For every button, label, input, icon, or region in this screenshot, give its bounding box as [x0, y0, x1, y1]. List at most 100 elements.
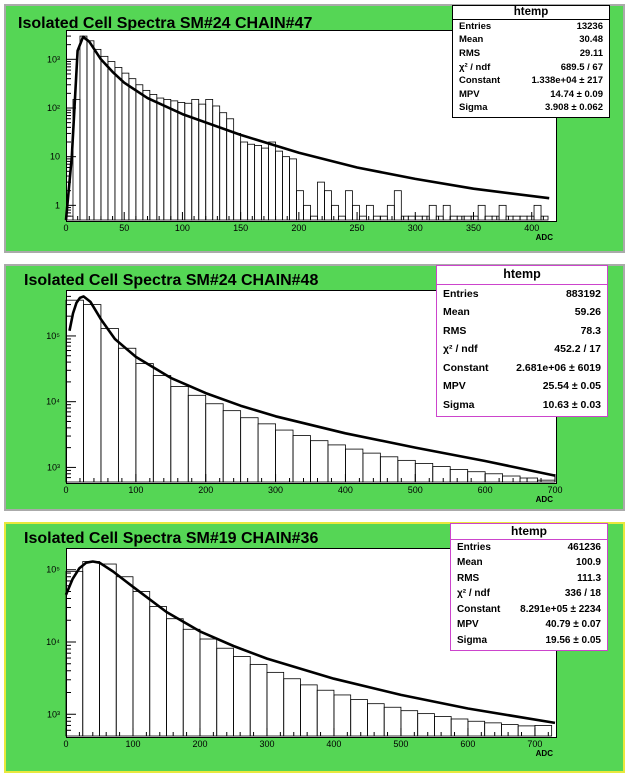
- histogram-bin: [498, 204, 507, 221]
- histogram-bin: [519, 477, 538, 483]
- stats-label: MPV: [457, 619, 479, 630]
- histogram-bin: [233, 656, 251, 737]
- x-tick-label: 0: [63, 223, 68, 233]
- histogram-bin: [310, 440, 329, 483]
- x-tick-label: 400: [524, 223, 539, 233]
- histogram-bin: [170, 386, 189, 483]
- histogram-bin: [386, 204, 395, 221]
- histogram-bin: [310, 215, 318, 221]
- stats-label: χ² / ndf: [443, 343, 478, 355]
- x-axis-label: ADC: [536, 749, 554, 758]
- histogram-bin: [362, 452, 381, 483]
- stats-value: 883192: [565, 287, 601, 300]
- histogram-bin: [296, 190, 304, 221]
- x-tick-label: 500: [393, 739, 408, 749]
- stats-row: Mean 30.48: [453, 33, 609, 47]
- histogram-bin: [400, 215, 409, 221]
- histogram-bin: [300, 684, 318, 737]
- histogram-bin: [275, 150, 283, 221]
- histogram-bin: [434, 716, 452, 737]
- x-tick-label: 100: [175, 223, 190, 233]
- histogram-bin: [519, 215, 528, 221]
- histogram-bin: [491, 215, 500, 221]
- histogram-bin: [414, 215, 423, 221]
- histogram-bin: [142, 89, 151, 221]
- stats-value: 40.79 ± 0.07: [545, 619, 601, 630]
- stats-row: RMS 29.11: [453, 47, 609, 61]
- histogram-bin: [324, 190, 332, 221]
- y-tick-label: 10³: [47, 54, 60, 64]
- stats-row: Sigma 19.56 ± 0.05: [451, 633, 607, 649]
- fit-curve: [64, 560, 556, 725]
- y-tick-label: 10³: [47, 709, 60, 719]
- histogram-bin: [393, 190, 402, 221]
- histogram-bin: [216, 647, 234, 737]
- y-tick-label: 10⁴: [46, 397, 60, 407]
- stats-row: χ² / ndf 452.2 / 17: [437, 340, 607, 359]
- histogram-bin: [502, 475, 521, 483]
- stats-box: htemp Entries 13236 Mean 30.48 RMS 29.11 χ² / n…: [452, 5, 610, 118]
- histogram-bin: [128, 78, 137, 221]
- x-tick-label: 100: [125, 739, 140, 749]
- histogram-bin: [212, 105, 221, 221]
- stats-header: htemp: [453, 6, 609, 20]
- stats-label: Sigma: [459, 102, 488, 114]
- histogram-bin: [537, 479, 556, 483]
- histogram-bin: [533, 204, 542, 221]
- stats-label: Mean: [443, 306, 470, 318]
- x-tick-label: 300: [268, 485, 283, 495]
- stats-value: 1.338e+04 ± 217: [531, 75, 603, 87]
- y-tick-label: 1: [55, 200, 60, 210]
- histogram-bin: [417, 713, 435, 737]
- y-tick-label: 10²: [47, 103, 60, 113]
- histogram-bin: [442, 204, 451, 221]
- stats-value: 111.3: [577, 572, 601, 584]
- histogram-bin: [484, 473, 504, 483]
- x-tick-label: 200: [198, 485, 213, 495]
- x-tick-label: 0: [63, 485, 68, 495]
- x-tick-label: 700: [547, 485, 562, 495]
- x-tick-label: 50: [119, 223, 129, 233]
- histogram-bin: [205, 403, 224, 483]
- histogram-bin: [149, 94, 158, 221]
- histogram-bin: [79, 35, 88, 221]
- histogram-bin: [156, 97, 165, 221]
- stats-row: Entries 883192: [437, 285, 607, 304]
- stats-row: Sigma 3.908 ± 0.062: [453, 101, 609, 115]
- histogram-bin: [463, 215, 472, 221]
- x-tick-label: 100: [128, 485, 143, 495]
- histogram-bin: [292, 435, 311, 483]
- histogram-bin: [327, 444, 346, 483]
- histogram-bin: [275, 429, 294, 483]
- stats-label: RMS: [459, 47, 481, 59]
- fit-curve: [64, 35, 550, 221]
- stats-label: χ² / ndf: [459, 61, 491, 73]
- histogram-bin: [182, 628, 201, 737]
- histogram-bin: [282, 156, 290, 221]
- stats-row: Mean 59.26: [437, 303, 607, 322]
- stats-value: 19.56 ± 0.05: [545, 634, 601, 646]
- histogram-bin: [222, 410, 242, 483]
- x-tick-label: 200: [291, 223, 306, 233]
- histogram-bin: [187, 394, 207, 483]
- x-tick-label: 200: [192, 739, 207, 749]
- stats-value: 3.908 ± 0.062: [544, 102, 603, 114]
- histogram-bin: [421, 215, 430, 221]
- stats-label: Constant: [459, 75, 501, 87]
- histogram-bin: [115, 576, 134, 737]
- histogram-bin: [449, 469, 469, 483]
- stats-row: Mean 100.9: [451, 555, 607, 571]
- stats-value: 14.74 ± 0.09: [550, 88, 603, 100]
- histogram-bin: [247, 143, 256, 221]
- histogram-bin: [379, 215, 388, 221]
- stats-row: χ² / ndf 689.5 / 67: [453, 61, 609, 75]
- histogram-bin: [99, 563, 117, 737]
- stats-row: MPV 14.74 ± 0.09: [453, 88, 609, 102]
- stats-value: 29.11: [579, 47, 603, 59]
- histogram-bin: [268, 141, 276, 221]
- histogram-bin: [135, 84, 144, 221]
- histogram-bin: [352, 204, 360, 221]
- histogram-bin: [449, 215, 458, 221]
